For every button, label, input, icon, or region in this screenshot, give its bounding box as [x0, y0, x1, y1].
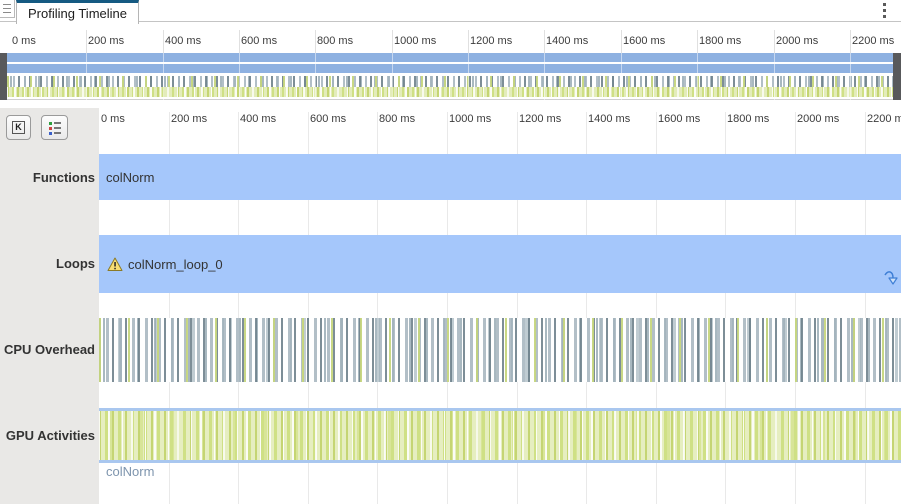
tab-profiling-timeline[interactable]: Profiling Timeline [16, 0, 139, 24]
overview-gridline [239, 53, 240, 100]
overview-gridline [850, 53, 851, 100]
overview-bottom-border [0, 99, 901, 100]
overview-cpu-track [7, 76, 893, 87]
cpu-overhead-track[interactable] [99, 318, 901, 382]
gridline [517, 112, 518, 504]
overview-tickline [163, 30, 164, 53]
overview-gridline [163, 53, 164, 100]
overview-tick: 0 ms [12, 35, 36, 47]
axis-tick: 1400 ms [588, 113, 631, 125]
axis-tick: 1000 ms [449, 113, 492, 125]
gridline [865, 112, 866, 504]
gridline [447, 112, 448, 504]
drag-line [3, 8, 11, 9]
loops-bar-colNorm-loop-0[interactable]: colNorm_loop_0 [99, 235, 901, 293]
axis-tick: 800 ms [379, 113, 416, 125]
gridline [308, 112, 309, 504]
overview-gpu-track [7, 87, 893, 97]
kernel-view-button[interactable]: K [6, 115, 31, 140]
timeline-overview-band[interactable] [0, 53, 901, 100]
overview-tickline [315, 30, 316, 53]
panel-drag-handle-icon[interactable] [0, 0, 15, 18]
axis-tick: 0 ms [101, 113, 125, 125]
overview-loops-track [7, 64, 893, 73]
gridline [656, 112, 657, 504]
axis-tick: 1800 ms [727, 113, 770, 125]
overview-tick: 1200 ms [470, 35, 513, 47]
jump-down-arrow-icon[interactable] [883, 268, 898, 292]
overview-gridline [697, 53, 698, 100]
overview-tickline [392, 30, 393, 53]
gridline [795, 112, 796, 504]
drag-line [3, 4, 11, 5]
row-label-cpu-overhead: CPU Overhead [3, 342, 95, 357]
sidebar: K Functions Loops CPU Overhead GPU Activ… [0, 108, 99, 504]
gpu-track-sublabel: colNorm [106, 464, 155, 479]
overview-functions-track [7, 53, 893, 62]
gridline [238, 112, 239, 504]
overview-tick: 200 ms [88, 35, 125, 47]
kebab-menu-icon[interactable] [876, 2, 892, 19]
overview-gridline [774, 53, 775, 100]
overview-tick: 1400 ms [546, 35, 589, 47]
overview-tick: 2000 ms [776, 35, 819, 47]
axis-tick: 200 ms [171, 113, 208, 125]
overview-gridline [544, 53, 545, 100]
functions-bar-label: colNorm [106, 169, 155, 185]
overview-tickline [239, 30, 240, 53]
overview-tickline [850, 30, 851, 53]
overview-tickline [544, 30, 545, 53]
functions-bar-colNorm[interactable]: colNorm [99, 154, 901, 200]
overview-left-handle[interactable] [0, 53, 7, 100]
row-label-functions: Functions [32, 170, 95, 185]
overview-tickline [621, 30, 622, 53]
drag-line [3, 12, 11, 13]
axis-tick: 600 ms [310, 113, 347, 125]
tab-title: Profiling Timeline [28, 6, 127, 21]
overview-gridline [86, 53, 87, 100]
overview-tick: 2200 ms [852, 35, 895, 47]
overview-tick: 600 ms [241, 35, 278, 47]
overview-right-handle[interactable] [893, 53, 901, 100]
row-label-gpu-activities: GPU Activities [5, 428, 95, 443]
overview-gridline [621, 53, 622, 100]
timeline-chart-area: 0 ms 200 ms 400 ms 600 ms 800 ms 1000 ms… [99, 108, 901, 504]
overview-tick: 1600 ms [623, 35, 666, 47]
overview-tick: 1000 ms [394, 35, 437, 47]
axis-tick: 400 ms [240, 113, 277, 125]
overview-gridline [392, 53, 393, 100]
overview-tickline [468, 30, 469, 53]
axis-tick: 2000 ms [797, 113, 840, 125]
gridline [586, 112, 587, 504]
legend-button[interactable] [41, 115, 68, 140]
overview-tickline [774, 30, 775, 53]
overview-axis: 0 ms 200 ms 400 ms 600 ms 800 ms 1000 ms… [0, 30, 901, 53]
kernel-icon: K [12, 121, 25, 134]
overview-tickline [697, 30, 698, 53]
overview-tick: 1800 ms [699, 35, 742, 47]
axis-tick: 2200 ms [867, 113, 901, 125]
axis-tick: 1200 ms [519, 113, 562, 125]
tab-strip: Profiling Timeline [0, 0, 901, 24]
gridline [169, 112, 170, 504]
row-label-loops: Loops [56, 256, 95, 271]
gridline [725, 112, 726, 504]
overview-tick: 800 ms [317, 35, 354, 47]
overview-gridline [315, 53, 316, 100]
gridline [377, 112, 378, 504]
warning-icon [107, 257, 123, 272]
axis-tick: 1600 ms [658, 113, 701, 125]
legend-list-icon [48, 121, 62, 135]
gpu-activities-track[interactable] [99, 408, 901, 463]
loops-bar-label: colNorm_loop_0 [128, 256, 223, 272]
overview-tick: 400 ms [165, 35, 202, 47]
overview-tickline [86, 30, 87, 53]
tab-strip-border [0, 21, 901, 22]
overview-gridline [468, 53, 469, 100]
